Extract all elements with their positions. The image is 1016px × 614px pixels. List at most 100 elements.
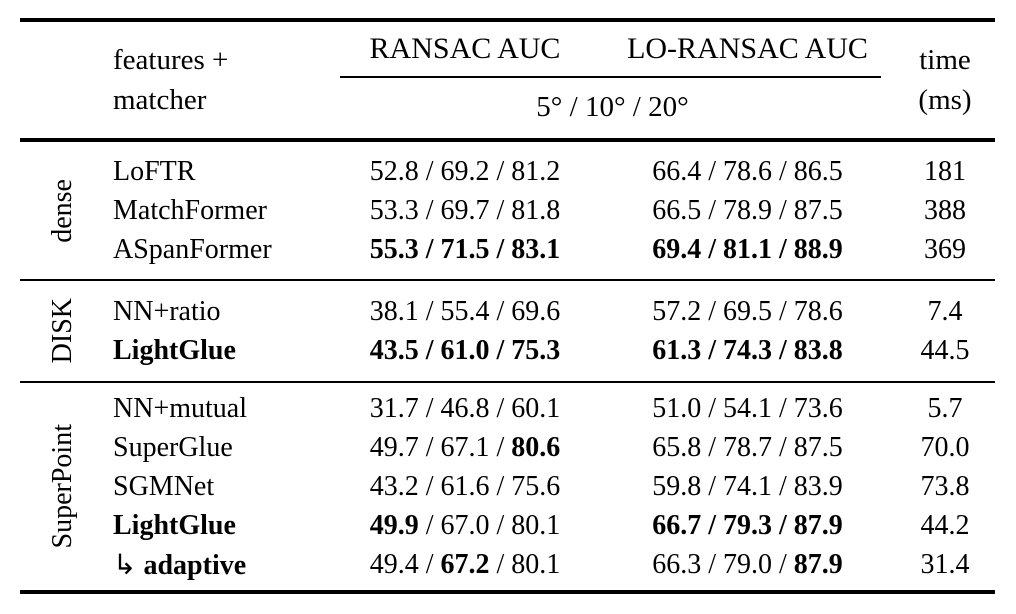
matcher-name: MatchFormer (113, 194, 267, 226)
ransac-auc-cell: 49.9 / 67.0 / 80.1 (330, 510, 600, 542)
value-separator: / (489, 295, 512, 327)
value-separator: / (772, 233, 794, 265)
auc-value-10: 69.2 (440, 155, 490, 187)
value-separator: / (772, 334, 794, 366)
group-label: SuperPoint (46, 424, 78, 549)
header-rule (20, 138, 995, 142)
header-midrule (340, 76, 881, 78)
auc-value-10: 54.1 (723, 392, 772, 424)
auc-value-10: 46.8 (440, 392, 490, 424)
auc-value-20: 86.5 (793, 155, 843, 187)
lo-ransac-auc-cell: 69.4 / 81.1 / 88.9 (600, 234, 895, 266)
subentry-arrow-icon: ↳ (113, 549, 144, 581)
time-header-line2: (ms) (918, 84, 972, 116)
table-row: ↳ adaptive 49.4 / 67.2 / 80.1 66.3 / 79.… (105, 545, 995, 584)
auc-value-5: 49.9 (369, 509, 419, 541)
matcher-cell: NN+mutual (105, 393, 330, 425)
time-value: 5.7 (927, 392, 963, 424)
time-cell: 44.5 (895, 335, 995, 367)
top-rule (20, 18, 995, 22)
time-cell: 44.2 (895, 510, 995, 542)
results-table: features + matcher RANSAC AUC LO-RANSAC … (20, 18, 995, 594)
value-separator: / (418, 548, 441, 580)
ransac-auc-cell: 49.7 / 67.1 / 80.6 (330, 432, 600, 464)
matcher-cell: LightGlue (105, 335, 330, 367)
auc-value-20: 88.9 (793, 233, 843, 265)
auc-value-20: 75.6 (511, 470, 561, 502)
lo-ransac-auc-cell: 59.8 / 74.1 / 83.9 (600, 471, 895, 503)
auc-value-5: 55.3 (369, 233, 419, 265)
group-rows: LoFTR 52.8 / 69.2 / 81.2 66.4 / 78.6 / 8… (105, 142, 995, 279)
value-separator: / (489, 470, 512, 502)
auc-value-10: 78.7 (723, 431, 772, 463)
auc-value-5: 53.3 (369, 194, 419, 226)
auc-value-5: 65.8 (652, 431, 702, 463)
auc-value-10: 81.1 (723, 233, 772, 265)
table-row: LightGlue 43.5 / 61.0 / 75.3 61.3 / 74.3… (105, 331, 995, 370)
group-label-cell: SuperPoint (20, 383, 105, 590)
value-separator: / (701, 431, 723, 463)
value-separator: / (418, 431, 441, 463)
value-separator: / (701, 194, 723, 226)
matcher-cell: LoFTR (105, 156, 330, 188)
group-dense: dense LoFTR 52.8 / 69.2 / 81.2 66.4 / 78… (20, 142, 995, 279)
matcher-cell: MatchFormer (105, 195, 330, 227)
auc-value-20: 87.5 (793, 431, 843, 463)
auc-value-20: 80.1 (511, 509, 561, 541)
auc-value-20: 81.8 (511, 194, 561, 226)
time-cell: 369 (895, 234, 995, 266)
auc-value-20: 75.3 (511, 334, 561, 366)
matcher-name: adaptive (143, 549, 247, 581)
auc-value-10: 69.7 (440, 194, 490, 226)
value-separator: / (701, 295, 723, 327)
ransac-auc-cell: 43.2 / 61.6 / 75.6 (330, 471, 600, 503)
bottom-rule (20, 590, 995, 594)
auc-value-5: 43.5 (369, 334, 419, 366)
lo-ransac-auc-cell: 57.2 / 69.5 / 78.6 (600, 296, 895, 328)
auc-value-10: 79.3 (723, 509, 772, 541)
time-header: time (ms) (895, 22, 995, 138)
auc-header-block: RANSAC AUC LO-RANSAC AUC 5° / 10° / 20° (330, 22, 895, 138)
group-label-cell: dense (20, 142, 105, 279)
time-value: 44.2 (920, 509, 970, 541)
group-label-cell: DISK (20, 281, 105, 381)
table-row: SuperGlue 49.7 / 67.1 / 80.6 65.8 / 78.7… (105, 428, 995, 467)
auc-value-20: 87.9 (793, 509, 843, 541)
table-header: features + matcher RANSAC AUC LO-RANSAC … (20, 22, 995, 138)
time-value: 44.5 (920, 334, 970, 366)
auc-value-20: 87.9 (793, 548, 843, 580)
value-separator: / (418, 334, 441, 366)
time-value: 70.0 (920, 431, 970, 463)
value-separator: / (701, 470, 723, 502)
lo-ransac-auc-header: LO-RANSAC AUC (627, 32, 868, 65)
time-value: 181 (924, 155, 966, 187)
table-row: SGMNet 43.2 / 61.6 / 75.6 59.8 / 74.1 / … (105, 467, 995, 506)
time-cell: 5.7 (895, 393, 995, 425)
value-separator: / (772, 194, 794, 226)
time-value: 388 (924, 194, 966, 226)
auc-value-10: 67.0 (440, 509, 490, 541)
lo-ransac-auc-cell: 65.8 / 78.7 / 87.5 (600, 432, 895, 464)
value-separator: / (772, 155, 794, 187)
group-label: DISK (46, 298, 78, 364)
time-value: 7.4 (927, 295, 963, 327)
value-separator: / (489, 431, 512, 463)
auc-value-10: 71.5 (440, 233, 490, 265)
auc-value-5: 38.1 (369, 295, 419, 327)
auc-value-10: 67.2 (440, 548, 490, 580)
auc-value-10: 55.4 (440, 295, 490, 327)
value-separator: / (701, 155, 723, 187)
auc-value-5: 57.2 (652, 295, 702, 327)
lo-ransac-auc-cell: 51.0 / 54.1 / 73.6 (600, 393, 895, 425)
ransac-auc-cell: 49.4 / 67.2 / 80.1 (330, 549, 600, 581)
auc-value-10: 74.3 (723, 334, 772, 366)
auc-value-20: 60.1 (511, 392, 561, 424)
lo-ransac-auc-cell: 66.3 / 79.0 / 87.9 (600, 549, 895, 581)
value-separator: / (418, 509, 441, 541)
auc-value-5: 66.3 (652, 548, 702, 580)
time-cell: 31.4 (895, 549, 995, 581)
auc-value-10: 61.6 (440, 470, 490, 502)
auc-value-10: 78.9 (723, 194, 772, 226)
value-separator: / (418, 392, 441, 424)
auc-value-20: 73.6 (793, 392, 843, 424)
